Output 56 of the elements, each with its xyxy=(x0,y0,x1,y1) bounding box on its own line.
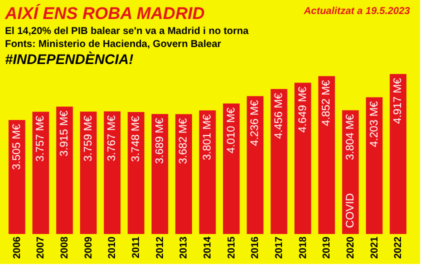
data-label: 3.689 M€ xyxy=(154,118,166,164)
data-label: 4.203 M€ xyxy=(368,101,380,148)
data-label: 4.649 M€ xyxy=(296,86,309,133)
bar xyxy=(128,112,144,234)
data-label: 3.767 M€ xyxy=(106,115,118,162)
x-tick-label: 2006 xyxy=(12,236,23,259)
text: #INDEPENDÈNCIA! xyxy=(5,51,134,67)
bar xyxy=(56,106,73,234)
bar xyxy=(294,82,312,234)
x-tick-label: 2016 xyxy=(250,236,262,259)
data-label: 3.748 M€ xyxy=(130,116,142,162)
data-label: 4.010 M€ xyxy=(225,108,238,154)
annotation: COVID xyxy=(344,193,356,228)
bar xyxy=(246,96,264,234)
chart-subtitle: El 14,20% del PIB balear se'n va a Madrid i no torna xyxy=(5,26,250,37)
data-label: 3.757 M€ xyxy=(34,116,47,162)
bar xyxy=(270,89,288,234)
x-tick-label: 2008 xyxy=(60,236,71,259)
data-label: 4.852 M€ xyxy=(320,80,333,126)
x-tick-label: 2019 xyxy=(322,236,333,259)
chart-title: AIXÍ ENS ROBA MADRID xyxy=(4,3,205,23)
bar xyxy=(366,97,383,234)
x-tick-label: 2014 xyxy=(202,236,214,259)
bar xyxy=(8,120,26,234)
data-label: 4.236 M€ xyxy=(249,100,262,146)
bar xyxy=(318,76,335,234)
x-tick-label: 2011 xyxy=(131,236,142,258)
x-tick-label: 2020 xyxy=(345,236,356,259)
x-tick-label: 2013 xyxy=(178,236,190,259)
data-label: 3.759 M€ xyxy=(82,116,94,162)
data-label: 3.915 M€ xyxy=(58,110,71,156)
bar xyxy=(222,104,240,234)
x-tick-label: 2018 xyxy=(298,236,309,259)
x-tick-label: 2022 xyxy=(393,236,404,259)
x-tick-label: 2015 xyxy=(226,236,238,259)
bar xyxy=(104,111,121,234)
bar xyxy=(199,110,216,234)
bar xyxy=(390,74,406,234)
text: Actualitzat a 19.5.2023 xyxy=(302,6,410,17)
data-label: 3.804 M€ xyxy=(344,114,356,160)
data-label: 3.505 M€ xyxy=(10,124,23,170)
data-label: 4.917 M€ xyxy=(392,78,404,124)
x-tick-label: 2012 xyxy=(154,236,166,259)
x-tick-label: 2021 xyxy=(369,236,380,259)
data-label: 4.456 M€ xyxy=(272,93,285,139)
text: Fonts: Ministerio de Hacienda, Govern Balear xyxy=(5,39,222,50)
x-tick-label: 2009 xyxy=(83,236,94,259)
x-tick-label: 2007 xyxy=(36,236,47,259)
bar xyxy=(80,112,97,234)
data-label: 3.801 M€ xyxy=(202,114,214,160)
x-tick-label: 2010 xyxy=(107,236,118,259)
bar xyxy=(152,114,168,234)
x-tick-label: 2017 xyxy=(274,236,285,259)
data-label: 3.682 M€ xyxy=(178,118,190,164)
bar xyxy=(32,112,50,234)
bar xyxy=(175,114,192,234)
